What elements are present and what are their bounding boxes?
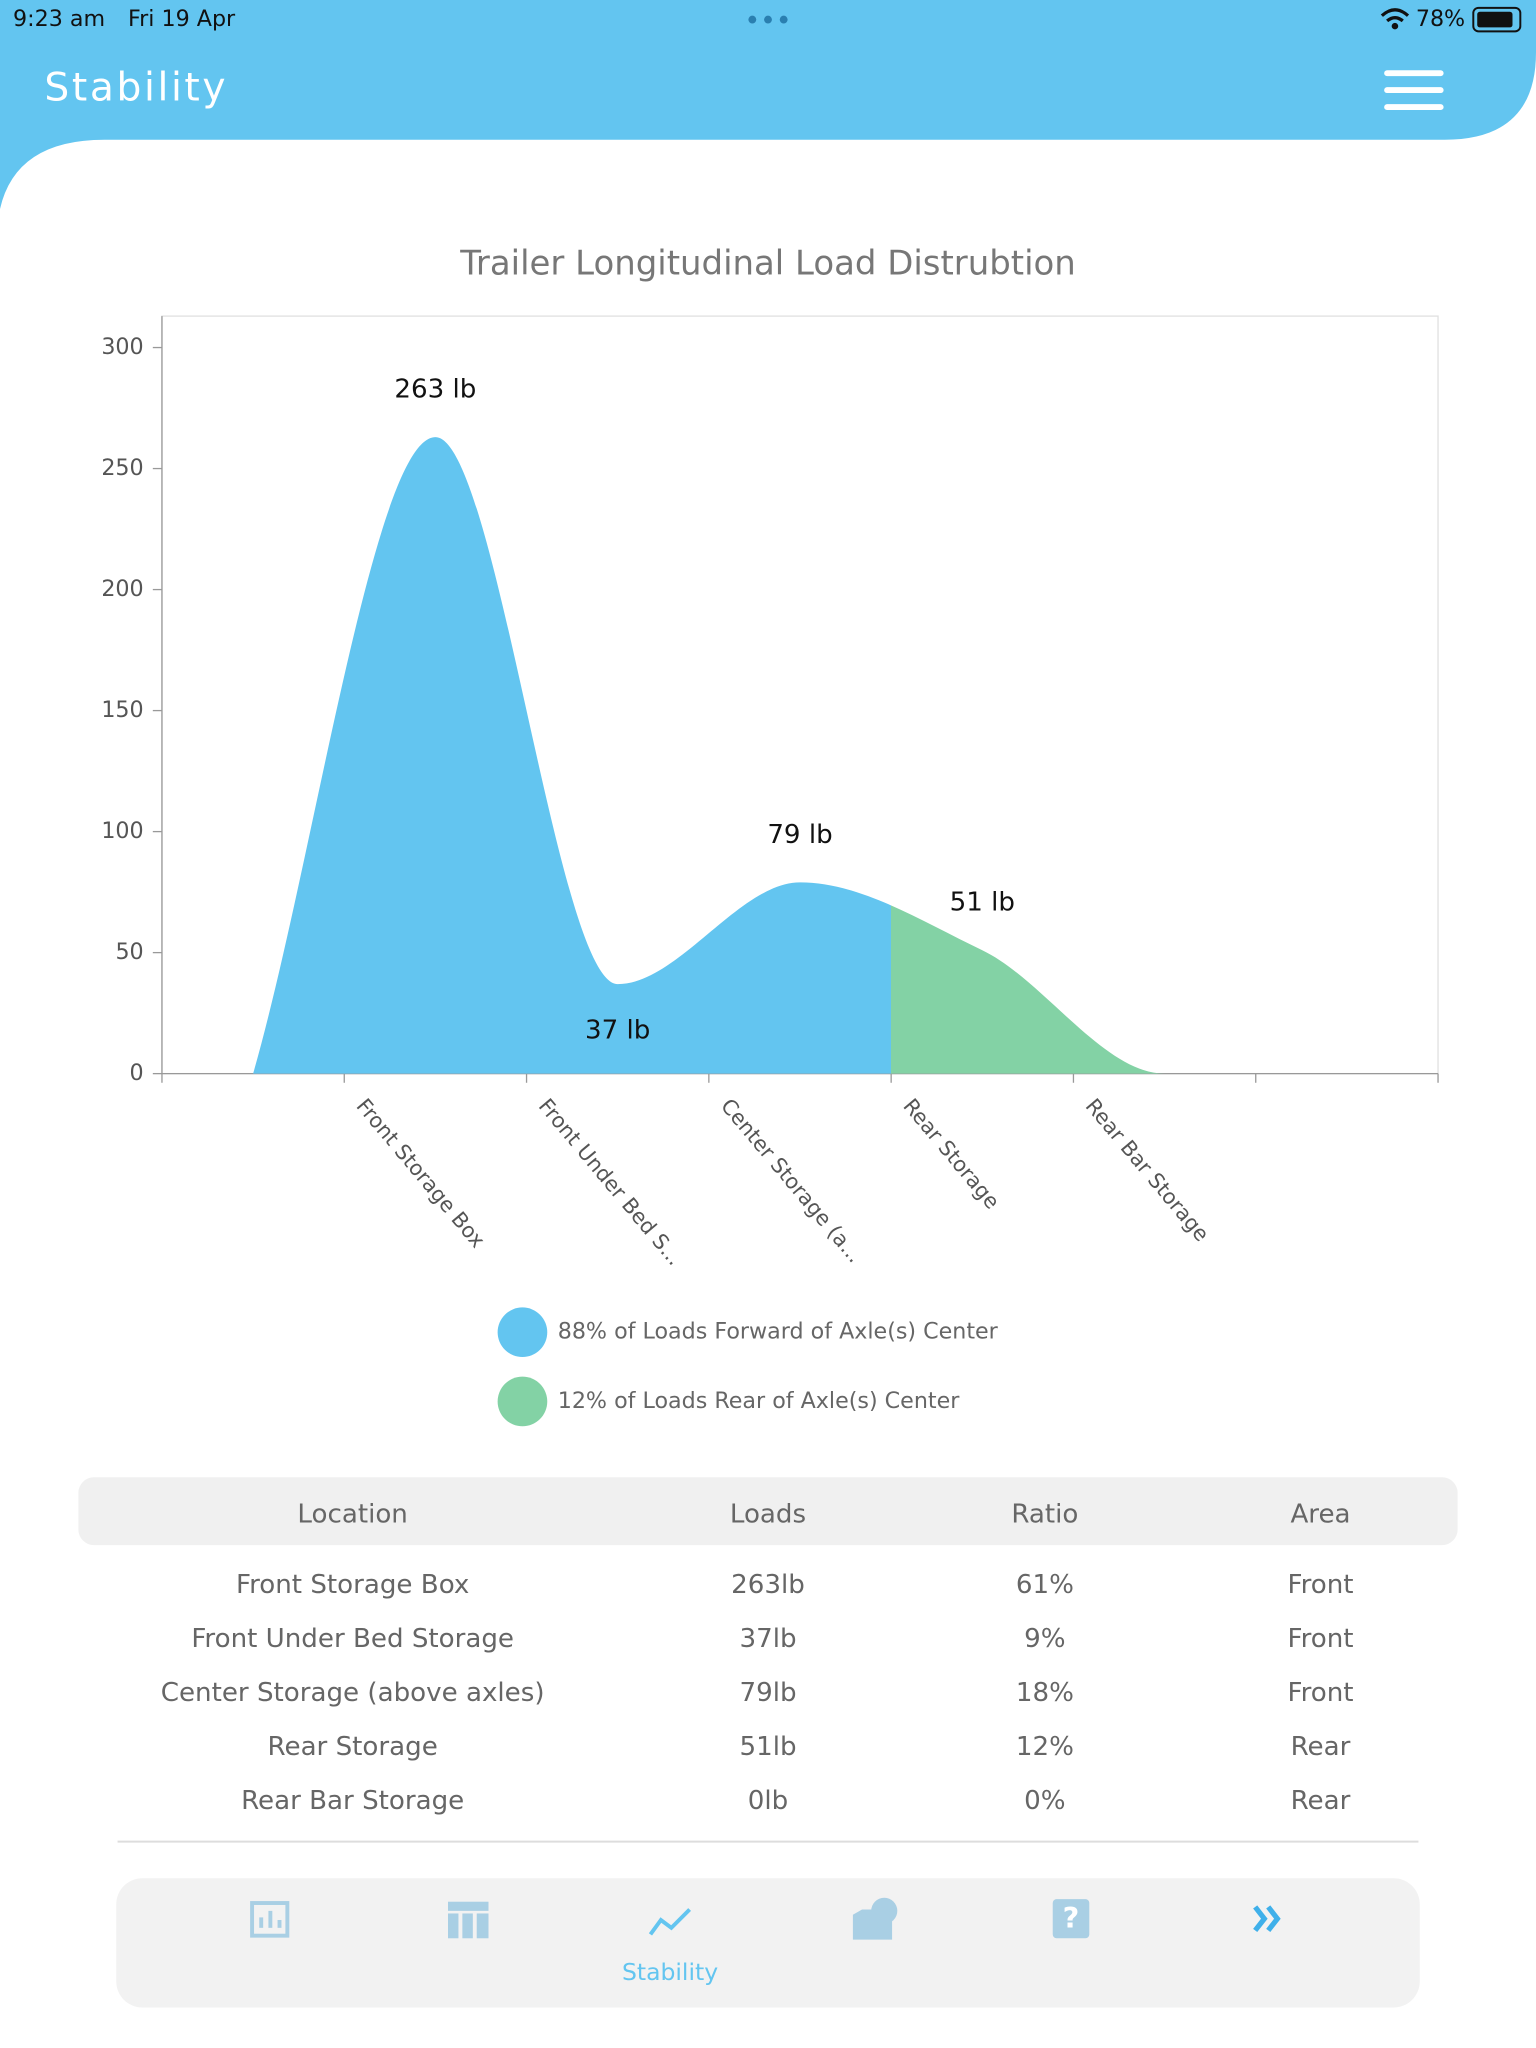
- x-tick-label: Rear Storage: [898, 1094, 1004, 1214]
- tab-help[interactable]: ?: [1052, 1899, 1090, 1939]
- column-header: Ratio: [1011, 1500, 1078, 1530]
- column-header: Loads: [730, 1500, 806, 1530]
- y-tick-label: 200: [101, 576, 143, 602]
- table-cell: Front Under Bed Storage: [191, 1624, 514, 1654]
- legend-label: 88% of Loads Forward of Axle(s) Center: [558, 1319, 999, 1345]
- y-tick-label: 0: [130, 1060, 144, 1086]
- data-label: 51 lb: [950, 888, 1015, 918]
- data-label: 263 lb: [394, 375, 476, 405]
- header-bg: [0, 0, 1536, 209]
- data-label: 37 lb: [585, 1016, 650, 1046]
- tab-add-load[interactable]: [250, 1901, 290, 1938]
- table-cell: 18%: [1016, 1678, 1074, 1708]
- table-cell: Rear Bar Storage: [241, 1786, 464, 1816]
- page-title: Stability: [44, 66, 228, 111]
- table: Location Loads Ratio Area Front Storage Box 2…: [161, 1500, 1354, 1816]
- wifi-icon: [1380, 8, 1410, 23]
- wifi-dot: [1391, 22, 1399, 30]
- table-cell: 9%: [1024, 1624, 1065, 1654]
- y-tick-label: 100: [101, 818, 143, 844]
- battery-icon: [1472, 6, 1522, 33]
- table-cell: 0%: [1024, 1786, 1065, 1816]
- table-cell: Rear: [1291, 1786, 1351, 1816]
- tab-bar: [116, 1878, 1420, 2008]
- table-cell: 79lb: [739, 1678, 796, 1708]
- tab-vehicle[interactable]: [852, 1897, 898, 1940]
- menu-button[interactable]: [1384, 70, 1444, 111]
- x-tick-label: Front Under Bed S...: [534, 1094, 687, 1270]
- table-cell: Rear: [1291, 1732, 1351, 1762]
- tab-stability[interactable]: [648, 1908, 692, 1936]
- table-cell: Front: [1287, 1624, 1353, 1654]
- column-header: Location: [297, 1500, 407, 1530]
- table-cell: 0lb: [748, 1786, 788, 1816]
- y-tick-label: 150: [101, 697, 143, 723]
- legend-swatch: [497, 1376, 548, 1427]
- y-tick-label: 250: [101, 455, 143, 481]
- table-header-bg: [78, 1477, 1458, 1546]
- y-tick-label: 300: [101, 334, 143, 360]
- x-tick-label: Front Storage Box: [352, 1094, 490, 1252]
- column-header: Area: [1290, 1500, 1350, 1530]
- status-time: 9:23 am: [13, 6, 105, 32]
- table-cell: Front: [1287, 1678, 1353, 1708]
- x-tick-label: Center Storage (a...: [716, 1094, 867, 1267]
- y-tick-label: 50: [115, 939, 143, 965]
- data-label: 79 lb: [767, 820, 832, 850]
- table-cell: Front Storage Box: [236, 1570, 469, 1600]
- battery-level: [1477, 11, 1513, 28]
- multitask-dots: [748, 15, 788, 24]
- table-cell: 37lb: [739, 1624, 796, 1654]
- chart: 0 50 100 150 200 250 300 Front Storage Box Front…: [101, 316, 1439, 1427]
- tab-more[interactable]: [1253, 1905, 1281, 1933]
- table-cell: 61%: [1016, 1570, 1074, 1600]
- load-area: [253, 437, 1347, 1074]
- tab-table[interactable]: [448, 1901, 489, 1939]
- x-tick-label: Rear Bar Storage: [1081, 1094, 1214, 1246]
- svg-text:?: ?: [1063, 1901, 1080, 1935]
- chart-title: Trailer Longitudinal Load Distrubtion: [459, 244, 1076, 284]
- table-cell: Front: [1287, 1570, 1353, 1600]
- table-cell: 51lb: [739, 1732, 796, 1762]
- legend-label: 12% of Loads Rear of Axle(s) Center: [558, 1388, 961, 1414]
- table-cell: 12%: [1016, 1732, 1074, 1762]
- tab-label: Stability: [622, 1958, 718, 1986]
- battery-text: 78%: [1416, 6, 1465, 32]
- table-cell: Center Storage (above axles): [161, 1678, 545, 1708]
- table-cell: Rear Storage: [268, 1732, 438, 1762]
- table-cell: 263lb: [731, 1570, 805, 1600]
- legend-swatch: [497, 1307, 548, 1358]
- status-date: Fri 19 Apr: [128, 6, 236, 32]
